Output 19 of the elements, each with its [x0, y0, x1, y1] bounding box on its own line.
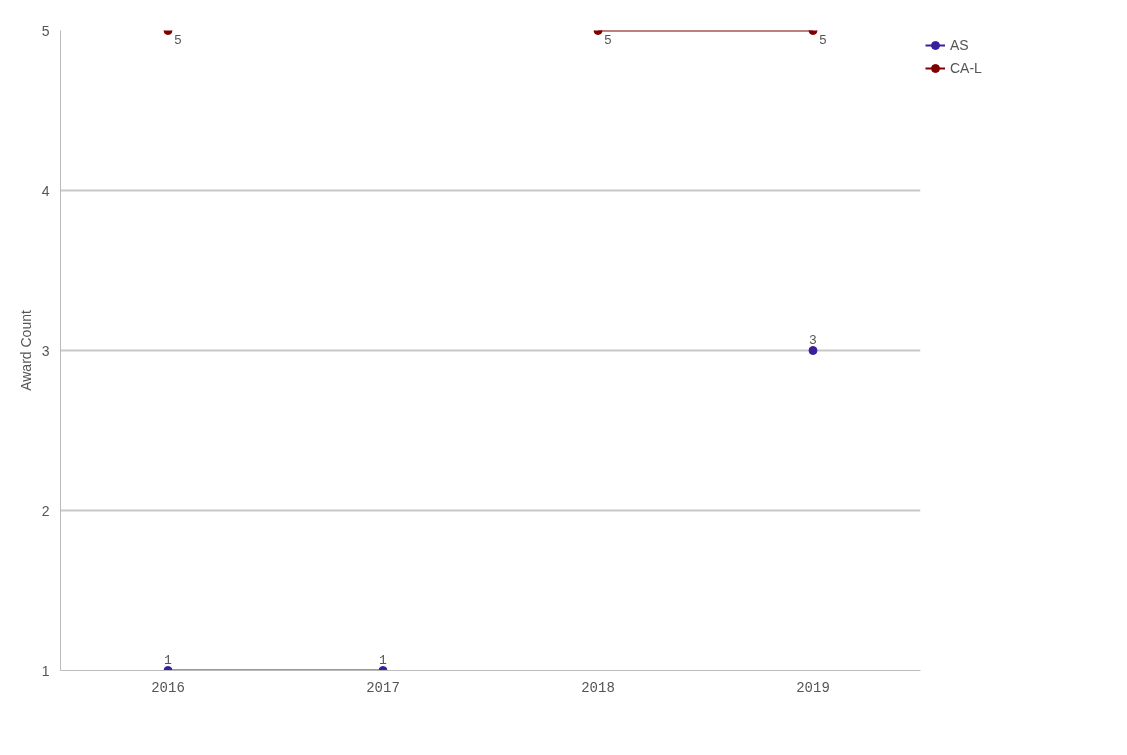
data-label: 5 [174, 32, 182, 48]
data-label: 3 [809, 332, 817, 348]
legend-label: CA-L [950, 60, 982, 76]
x-tick-label: 2018 [581, 679, 615, 696]
x-tick-label: 2016 [151, 679, 185, 696]
data-label: 5 [604, 32, 612, 48]
y-tick-label: 1 [41, 662, 50, 679]
data-label: 1 [379, 652, 388, 668]
x-tick-label: 2019 [796, 679, 830, 696]
point [808, 346, 818, 355]
y-tick-label: 2 [41, 502, 50, 519]
legend-label: AS [950, 37, 970, 53]
x-tick-label: 2017 [366, 679, 400, 696]
y-tick-label: 3 [41, 342, 50, 359]
y-tick-label: 5 [41, 22, 50, 39]
data-label: 1 [164, 652, 173, 668]
y-tick-label: 4 [41, 182, 50, 199]
data-label: 5 [819, 32, 827, 48]
y-axis-title: Award Count [17, 310, 34, 391]
